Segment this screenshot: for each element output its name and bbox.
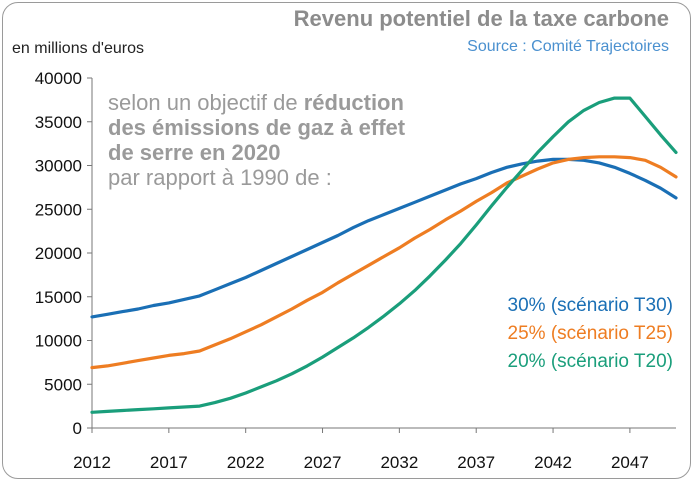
legend-item-t20: 20% (scénario T20) [507, 351, 673, 372]
y-tick-label: 35000 [35, 113, 82, 132]
x-tick-label: 2042 [534, 453, 572, 472]
chart-source: Source : Comité Trajectoires [467, 38, 669, 55]
y-tick-label: 40000 [35, 69, 82, 88]
x-tick-label: 2027 [304, 453, 342, 472]
legend-item-t25: 25% (scénario T25) [507, 323, 673, 344]
annotation-line1: selon un objectif de [108, 90, 304, 115]
chart-frame [2, 2, 691, 479]
x-tick-label: 2047 [611, 453, 649, 472]
x-tick-label: 2017 [150, 453, 188, 472]
x-tick-label: 2022 [227, 453, 265, 472]
chart-annotation: selon un objectif de réduction des émiss… [108, 90, 405, 190]
series-line-t20 [90, 96, 678, 414]
axes [87, 77, 676, 433]
x-tick-labels: 2012 2017 2022 2027 2032 2037 2042 2047 [73, 453, 649, 472]
y-tick-label: 30000 [35, 157, 82, 176]
y-tick-label: 0 [73, 419, 82, 438]
y-axis-unit-label: en millions d'euros [12, 40, 145, 57]
annotation-line1-bold: réduction [303, 90, 404, 115]
legend-item-t30: 30% (scénario T30) [507, 295, 673, 316]
x-tick-label: 2037 [457, 453, 495, 472]
series-line-t30 [90, 157, 678, 319]
x-tick-label: 2032 [380, 453, 418, 472]
legend: 30% (scénario T30) 25% (scénario T25) 20… [508, 292, 673, 376]
annotation-line4: par rapport à 1990 de : [108, 165, 332, 190]
y-tick-label: 25000 [35, 200, 82, 219]
y-tick-labels: 0 5000 10000 15000 20000 25000 30000 35000 40000 [35, 69, 82, 438]
y-tick-label: 10000 [35, 332, 82, 351]
y-tick-label: 15000 [35, 288, 82, 307]
y-tick-label: 5000 [44, 375, 82, 394]
x-tick-label: 2012 [73, 453, 111, 472]
series-line-t25 [90, 155, 678, 370]
y-tick-label: 20000 [35, 244, 82, 263]
series-lines [90, 96, 678, 414]
annotation-line3: de serre en 2020 [108, 140, 281, 165]
chart-title: Revenu potentiel de la taxe carbone [293, 6, 669, 31]
annotation-line2: des émissions de gaz à effet [108, 115, 406, 140]
